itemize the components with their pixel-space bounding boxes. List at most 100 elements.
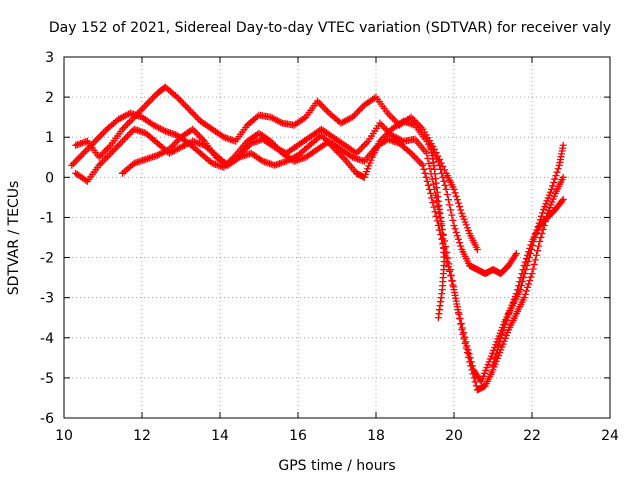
data-point [520,262,528,270]
data-point [491,354,499,362]
y-tick-label: -3 [40,291,54,307]
data-point [527,273,535,281]
data-point [447,206,455,214]
data-point [424,181,432,189]
data-point [434,157,442,165]
data-point [526,276,534,284]
data-point [554,165,562,173]
data-point [531,256,539,264]
data-point [521,258,529,266]
data-point [548,185,555,193]
series-track-6 [489,195,567,370]
data-point [520,294,528,302]
data-point [446,266,454,274]
series-layer [68,83,567,394]
data-point [455,310,463,318]
data-point [529,265,537,273]
data-point [515,282,523,290]
data-point [454,306,462,314]
data-point [559,173,567,181]
data-point [501,320,509,328]
data-point [465,350,473,358]
data-point [425,160,433,168]
data-point [434,314,442,322]
data-point [536,238,544,246]
y-tick-label: -1 [40,210,54,226]
data-point [448,211,456,219]
data-point [448,277,456,285]
y-tick-label: -5 [40,371,54,387]
data-point [490,358,498,366]
data-point [552,172,560,180]
data-point [171,92,179,100]
data-point [432,212,440,220]
y-tick-label: 1 [45,130,54,146]
data-point [522,255,530,263]
data-point [423,149,431,157]
data-point [559,141,567,149]
data-point [421,169,429,177]
data-point [549,182,557,190]
data-point [512,290,520,298]
data-point [530,260,538,268]
data-point [535,242,543,250]
data-point [521,290,529,298]
y-tick-label: 3 [45,50,54,66]
data-point [559,195,567,203]
x-tick-label: 16 [289,428,307,444]
data-point [453,232,461,240]
data-point [419,161,427,169]
data-point [528,270,536,278]
data-point [457,206,465,214]
data-point [457,319,465,327]
data-point [449,216,457,224]
data-point [450,221,458,229]
data-point [300,114,308,122]
data-point [456,239,464,247]
data-point [444,254,452,262]
data-point [497,334,505,342]
series-track-1 [72,83,481,254]
data-point [495,342,503,350]
x-tick-label: 10 [55,428,73,444]
data-point [253,113,261,121]
data-point [438,169,446,177]
data-point [534,247,542,255]
data-point [452,228,460,236]
data-point [453,300,461,308]
data-point [468,362,476,370]
data-point [160,126,168,134]
data-point [489,362,497,370]
data-point [445,260,453,268]
data-point [451,289,459,297]
data-point [461,333,469,341]
data-point [451,225,459,233]
plot-frame [63,56,611,419]
data-point [496,338,504,346]
data-point [537,212,545,220]
data-point [442,185,450,193]
data-point [553,168,561,176]
data-point [452,192,460,200]
y-axis-title: SDTVAR / TECUs [6,181,22,296]
data-point [449,283,457,291]
data-point [539,209,547,217]
data-point [423,177,431,185]
data-point [437,165,445,173]
data-point [519,266,527,274]
data-point [525,280,533,288]
data-point [514,286,522,294]
data-point [522,287,530,295]
y-tick-label: -6 [40,411,54,427]
data-point [82,176,90,184]
x-tick-label: 24 [601,428,619,444]
data-point [454,199,462,207]
x-tick-label: 18 [367,428,385,444]
data-point [518,270,526,278]
data-point [427,189,435,197]
data-point [451,189,459,197]
data-point [512,250,520,258]
